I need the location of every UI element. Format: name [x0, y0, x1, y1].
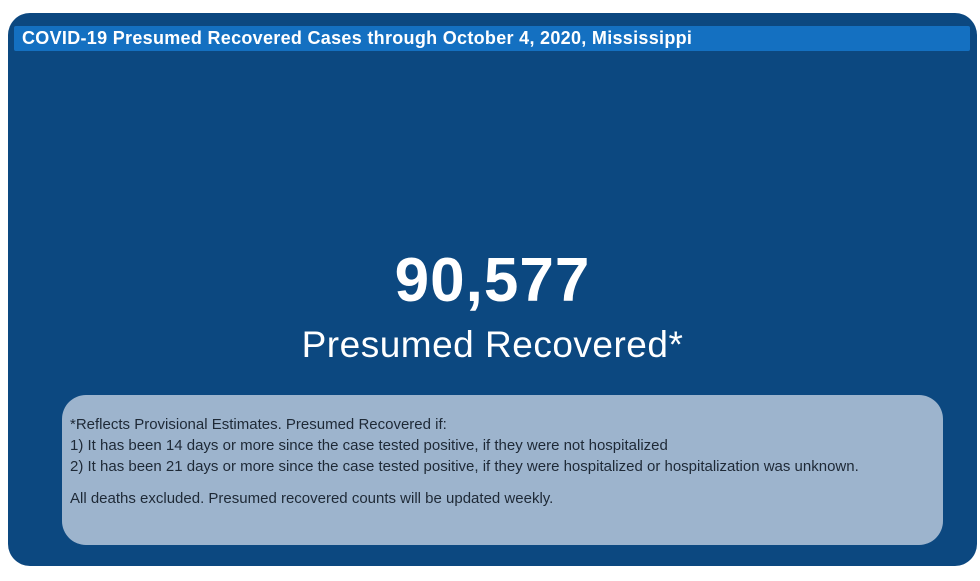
kpi-value-presumed-recovered: 90,577 — [394, 246, 591, 315]
footnote-line-definition: *Reflects Provisional Estimates. Presume… — [70, 416, 447, 433]
footnote-line-criterion-1: 1) It has been 14 days or more since the… — [70, 437, 668, 454]
page-title: COVID-19 Presumed Recovered Cases throug… — [22, 28, 693, 48]
footnote-line-criterion-2: 2) It has been 21 days or more since the… — [70, 458, 859, 475]
footnote-update-note: All deaths excluded. Presumed recovered … — [70, 490, 554, 507]
kpi-card-panel: COVID-19 Presumed Recovered Cases throug… — [8, 13, 977, 566]
kpi-label: Presumed Recovered* — [301, 324, 684, 365]
title-bar: COVID-19 Presumed Recovered Cases throug… — [14, 26, 970, 51]
footnote-box: *Reflects Provisional Estimates. Presume… — [62, 395, 943, 545]
